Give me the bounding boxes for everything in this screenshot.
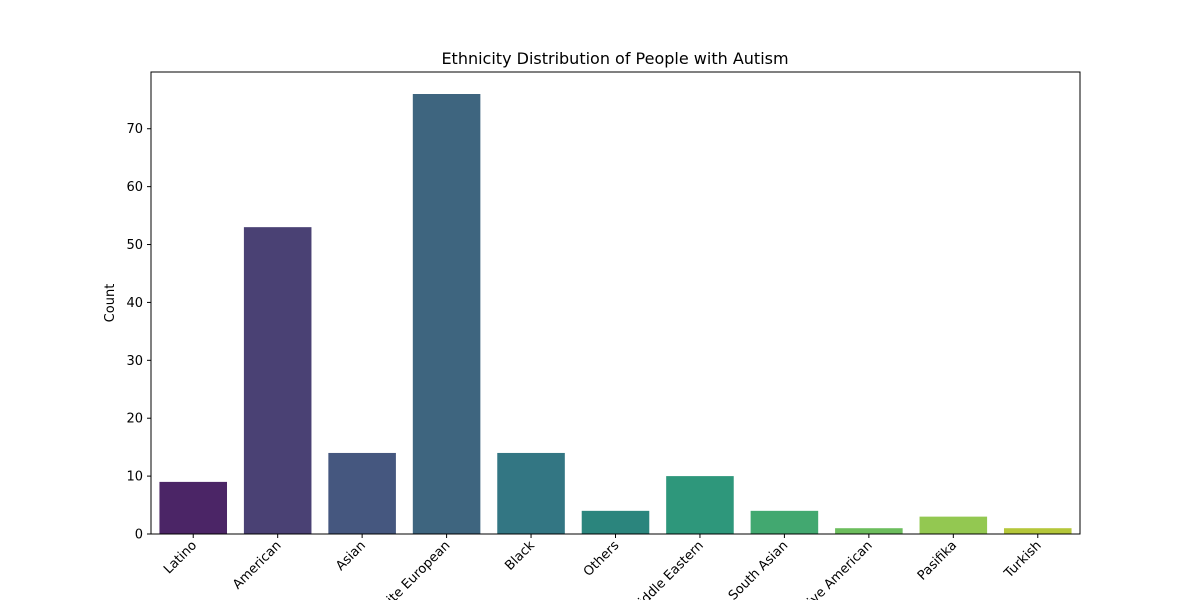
y-tick-label: 30: [126, 354, 143, 369]
bar: [159, 481, 228, 534]
y-tick-label: 60: [126, 180, 143, 195]
x-tick-label: Pasifika: [915, 538, 960, 583]
x-tick-label: Middle Eastern: [628, 538, 707, 600]
bar: [581, 510, 650, 534]
bar: [750, 510, 819, 534]
y-tick-label: 10: [126, 470, 143, 485]
x-tick-label: Turkish: [1001, 538, 1045, 582]
x-tick-label: Others: [581, 538, 623, 580]
bar: [412, 94, 481, 534]
bar: [919, 516, 988, 534]
bar: [835, 528, 903, 534]
x-axis: Latino American Asian White European Black Ot…: [161, 534, 1045, 600]
x-tick-label: Black: [502, 538, 538, 574]
y-axis: 0 10 20 30 40 50 60 70: [126, 122, 151, 543]
y-tick-label: 50: [126, 238, 143, 253]
bar: [328, 452, 396, 534]
x-tick-label: Asian: [333, 538, 369, 574]
y-tick-label: 70: [126, 122, 143, 137]
bars-layer: [159, 94, 1072, 534]
y-tick-label: 40: [126, 296, 143, 311]
bar: [243, 227, 312, 534]
y-axis-label: Count: [103, 284, 118, 323]
x-tick-label: Latino: [161, 538, 200, 577]
x-tick-label: White European: [369, 538, 453, 600]
bar: [666, 476, 734, 534]
x-tick-label: Native American: [789, 538, 876, 600]
chart-title: Ethnicity Distribution of People with Au…: [441, 49, 788, 68]
x-tick-label: American: [230, 538, 284, 592]
y-tick-label: 20: [126, 412, 143, 427]
y-tick-label: 0: [135, 528, 143, 543]
bar: [497, 452, 565, 534]
bar: [1003, 528, 1072, 534]
plot-frame: [150, 71, 1081, 535]
x-tick-label: South Asian: [726, 538, 791, 600]
